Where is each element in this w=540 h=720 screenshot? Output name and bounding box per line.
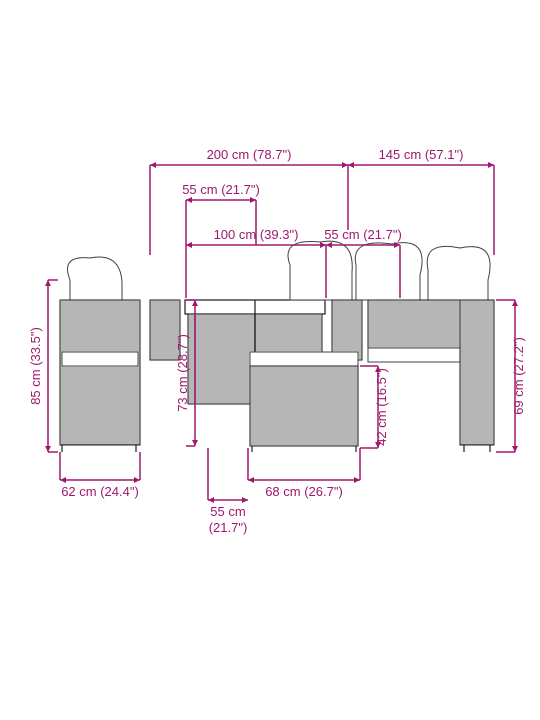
svg-text:62 cm (24.4"): 62 cm (24.4") xyxy=(61,484,139,499)
svg-text:85 cm (33.5"): 85 cm (33.5") xyxy=(28,327,43,405)
dim-bottom-mid2: 68 cm (26.7") xyxy=(248,477,360,499)
dim-right-inner: 42 cm (16.5") xyxy=(374,366,389,448)
ottoman xyxy=(250,352,358,446)
svg-text:145 cm (57.1"): 145 cm (57.1") xyxy=(379,147,464,162)
svg-text:73 cm (28.7"): 73 cm (28.7") xyxy=(175,334,190,412)
dim-bottom-left: 62 cm (24.4") xyxy=(60,477,140,499)
svg-text:69 cm (27.2"): 69 cm (27.2") xyxy=(511,337,526,415)
dim-mid-right: 55 cm (21.7") xyxy=(324,227,402,248)
dim-upper-mid: 55 cm (21.7") xyxy=(182,182,260,203)
dim-top2: 145 cm (57.1") xyxy=(348,147,494,168)
dim-left-height: 85 cm (33.5") xyxy=(28,280,51,452)
dim-right-height: 69 cm (27.2") xyxy=(511,300,526,452)
svg-text:68 cm (26.7"): 68 cm (26.7") xyxy=(265,484,343,499)
svg-text:(21.7"): (21.7") xyxy=(209,520,248,535)
dim-mid-left: 100 cm (39.3") xyxy=(186,227,326,248)
svg-text:55 cm (21.7"): 55 cm (21.7") xyxy=(182,182,260,197)
svg-text:55 cm: 55 cm xyxy=(210,504,245,519)
dim-bottom-mid1: 55 cm(21.7") xyxy=(208,497,248,535)
svg-text:55 cm (21.7"): 55 cm (21.7") xyxy=(324,227,402,242)
dim-top1: 200 cm (78.7") xyxy=(150,147,348,168)
svg-text:200 cm (78.7"): 200 cm (78.7") xyxy=(207,147,292,162)
svg-text:42 cm (16.5"): 42 cm (16.5") xyxy=(374,368,389,446)
svg-text:100 cm (39.3"): 100 cm (39.3") xyxy=(214,227,299,242)
furniture-illustration xyxy=(60,241,494,452)
